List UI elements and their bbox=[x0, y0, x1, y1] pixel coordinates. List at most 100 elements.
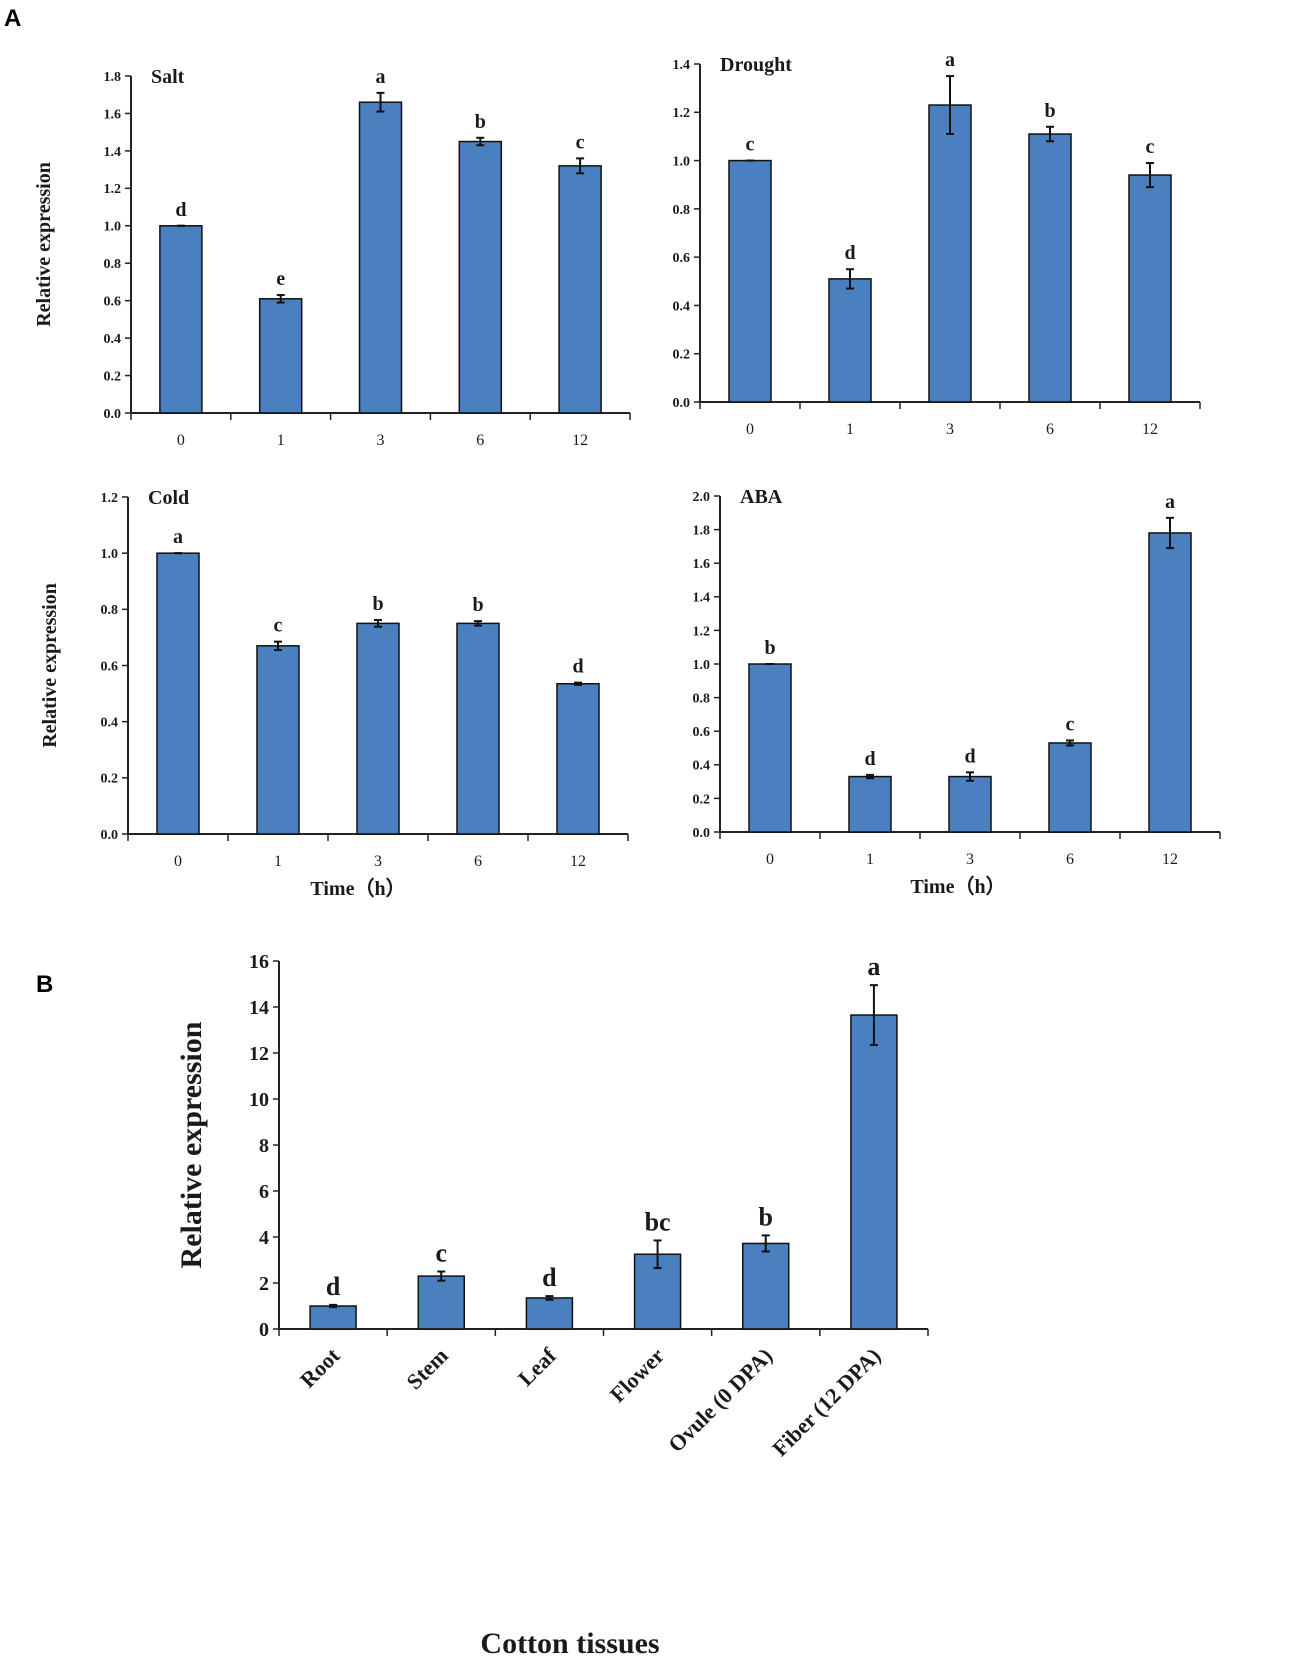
y-tick-label: 12 bbox=[249, 1043, 269, 1065]
significance-letter: d bbox=[572, 656, 583, 678]
x-tick-label: 0 bbox=[177, 432, 185, 449]
y-tick-label: 1.6 bbox=[104, 107, 122, 122]
significance-letter: a bbox=[945, 49, 955, 71]
x-tick-label: 3 bbox=[946, 421, 954, 438]
x-tick-label: 6 bbox=[474, 853, 482, 870]
bar bbox=[309, 1305, 357, 1330]
y-tick-label: 0.6 bbox=[101, 659, 119, 674]
y-tick-label: 1.4 bbox=[693, 591, 711, 606]
y-tick-label: 0.4 bbox=[104, 332, 122, 347]
y-tick-label: 2 bbox=[259, 1273, 269, 1295]
bar bbox=[848, 775, 892, 833]
bar bbox=[525, 1297, 574, 1330]
y-tick-label: 0.4 bbox=[673, 299, 691, 314]
bar bbox=[828, 278, 872, 403]
x-tick-label: 0 bbox=[766, 851, 774, 868]
plots: 0.0 0.2 0.4 0.6 0.8 1.0 1.2 1.4 1.6 1.8 d 0 e 1 a 3 b 6 c 1… bbox=[33, 49, 1221, 1657]
x-tick-label: Stem bbox=[401, 1343, 452, 1394]
bar bbox=[948, 775, 992, 833]
x-tick-label: 12 bbox=[572, 432, 588, 449]
y-tick-label: 0.0 bbox=[693, 826, 711, 841]
y-tick-label: 0.2 bbox=[673, 348, 691, 363]
x-tick-label: 12 bbox=[570, 853, 586, 870]
bar bbox=[850, 1014, 898, 1330]
bar bbox=[928, 104, 972, 403]
panel-label-b: B bbox=[36, 971, 53, 998]
y-tick-label: 0.4 bbox=[101, 716, 119, 731]
x-tick-label: 3 bbox=[374, 853, 382, 870]
y-tick-label: 0.2 bbox=[101, 772, 119, 787]
bar bbox=[748, 663, 792, 833]
significance-letter: b bbox=[472, 594, 483, 616]
x-axis-label: Time（h） bbox=[310, 877, 405, 900]
significance-letter: d bbox=[542, 1263, 557, 1292]
y-tick-label: 1.8 bbox=[693, 524, 711, 539]
x-tick-label: 3 bbox=[377, 432, 385, 449]
significance-letter: c bbox=[274, 615, 283, 637]
bar bbox=[1028, 133, 1072, 403]
y-tick-label: 10 bbox=[249, 1089, 269, 1111]
chart-title: Salt bbox=[151, 66, 185, 88]
y-tick-label: 0.8 bbox=[104, 257, 122, 272]
y-tick-label: 1.2 bbox=[101, 491, 119, 506]
x-tick-label: 3 bbox=[966, 851, 974, 868]
x-tick-label: 1 bbox=[277, 432, 285, 449]
significance-letter: d bbox=[175, 199, 186, 221]
x-tick-label: 6 bbox=[1066, 851, 1074, 868]
y-tick-label: 0.0 bbox=[673, 396, 691, 411]
significance-letter: b bbox=[759, 1202, 773, 1231]
significance-letter: c bbox=[746, 134, 755, 156]
chart-title: Drought bbox=[720, 54, 792, 76]
bar bbox=[358, 101, 403, 414]
y-tick-label: 4 bbox=[259, 1227, 269, 1249]
significance-letter: c bbox=[1146, 136, 1155, 158]
bar bbox=[356, 622, 400, 835]
significance-letter: b bbox=[764, 637, 775, 659]
y-axis-label: Relative expression bbox=[39, 583, 61, 748]
y-tick-label: 1.4 bbox=[104, 145, 122, 160]
significance-letter: d bbox=[326, 1272, 341, 1301]
x-tick-label: 6 bbox=[476, 432, 484, 449]
x-tick-label: 12 bbox=[1162, 851, 1178, 868]
y-tick-label: 1.6 bbox=[693, 557, 711, 572]
significance-letter: c bbox=[435, 1239, 447, 1268]
y-tick-label: 0.2 bbox=[693, 792, 711, 807]
bar bbox=[728, 159, 772, 403]
y-tick-label: 1.0 bbox=[693, 658, 711, 673]
y-tick-label: 1.0 bbox=[104, 220, 122, 235]
x-tick-label: 0 bbox=[746, 421, 754, 438]
y-tick-label: 1.0 bbox=[673, 154, 691, 169]
bar bbox=[458, 140, 503, 414]
significance-letter: d bbox=[844, 242, 855, 264]
y-tick-label: 1.2 bbox=[104, 182, 122, 197]
y-axis-label: Relative expression bbox=[33, 162, 55, 327]
significance-letter: a bbox=[867, 952, 880, 981]
bar bbox=[742, 1242, 790, 1330]
x-tick-label: Ovule (0 DPA) bbox=[663, 1343, 777, 1457]
y-tick-label: 1.4 bbox=[673, 58, 691, 73]
x-axis-label: Cotton tissues bbox=[480, 1627, 659, 1657]
y-tick-label: 1.2 bbox=[673, 106, 691, 121]
chart-drought: 0.0 0.2 0.4 0.6 0.8 1.0 1.2 1.4 c 0 d 1 a 3 b 6 c 12 Droug… bbox=[673, 49, 1201, 438]
significance-letter: b bbox=[475, 111, 486, 133]
x-tick-label: Fiber (12 DPA) bbox=[767, 1343, 885, 1461]
bar bbox=[558, 165, 602, 414]
chart-salt: 0.0 0.2 0.4 0.6 0.8 1.0 1.2 1.4 1.6 1.8 d 0 e 1 a 3 b 6 c 1… bbox=[33, 66, 631, 449]
y-tick-label: 0.4 bbox=[693, 759, 711, 774]
bar bbox=[1148, 532, 1192, 833]
x-tick-label: 0 bbox=[174, 853, 182, 870]
y-tick-label: 2.0 bbox=[693, 490, 711, 505]
x-axis-label: Time（h） bbox=[910, 875, 1005, 898]
y-tick-label: 1.0 bbox=[101, 547, 119, 562]
significance-letter: c bbox=[1066, 713, 1075, 735]
y-tick-label: 8 bbox=[259, 1135, 269, 1157]
y-axis-label: Relative expression bbox=[175, 1021, 208, 1268]
y-tick-label: 1.2 bbox=[693, 624, 711, 639]
y-tick-label: 0.8 bbox=[101, 603, 119, 618]
significance-letter: d bbox=[964, 745, 975, 767]
x-tick-label: 12 bbox=[1142, 421, 1158, 438]
x-tick-label: Flower bbox=[605, 1343, 669, 1407]
significance-letter: b bbox=[1044, 100, 1055, 122]
y-tick-label: 16 bbox=[249, 951, 269, 973]
